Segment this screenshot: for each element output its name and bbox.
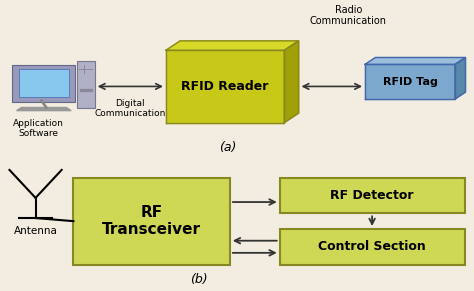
FancyBboxPatch shape xyxy=(12,65,75,102)
Text: Digital
Communication: Digital Communication xyxy=(95,99,166,118)
FancyBboxPatch shape xyxy=(73,178,230,265)
Polygon shape xyxy=(166,50,284,123)
Text: (b): (b) xyxy=(190,273,208,286)
Text: RF
Transceiver: RF Transceiver xyxy=(102,205,201,237)
Polygon shape xyxy=(17,107,71,111)
FancyBboxPatch shape xyxy=(280,178,465,213)
Text: Application
Software: Application Software xyxy=(12,119,64,138)
FancyBboxPatch shape xyxy=(280,229,465,265)
Text: (a): (a) xyxy=(219,141,236,154)
Polygon shape xyxy=(365,64,455,99)
Polygon shape xyxy=(455,58,465,99)
Polygon shape xyxy=(166,41,299,50)
Text: RFID Reader: RFID Reader xyxy=(182,80,269,93)
FancyBboxPatch shape xyxy=(19,69,69,97)
FancyBboxPatch shape xyxy=(77,61,95,109)
Text: Antenna: Antenna xyxy=(14,226,57,236)
Polygon shape xyxy=(284,41,299,123)
Text: Radio
Communication: Radio Communication xyxy=(310,5,387,26)
Polygon shape xyxy=(80,89,92,91)
Text: RF Detector: RF Detector xyxy=(330,189,414,202)
Text: RFID Tag: RFID Tag xyxy=(383,77,438,87)
Polygon shape xyxy=(365,58,465,64)
Text: Control Section: Control Section xyxy=(318,240,426,253)
